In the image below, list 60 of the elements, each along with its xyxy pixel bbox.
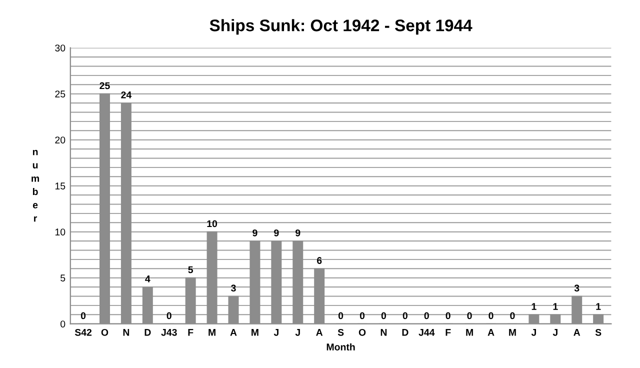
y-tick-label: 10	[55, 228, 66, 236]
x-tick-label: J	[552, 329, 558, 336]
x-axis-title: Month	[326, 343, 355, 350]
y-tick-label: 15	[55, 182, 66, 190]
x-tick-label: D	[402, 329, 408, 336]
x-tick-label: S	[338, 328, 344, 336]
x-tick-label: F	[446, 329, 451, 336]
y-axis-title: number	[32, 150, 39, 222]
data-label: 0	[360, 312, 365, 320]
data-label: 0	[166, 312, 172, 320]
x-tick-label: M	[252, 329, 258, 336]
y-tick-label: 20	[55, 136, 66, 144]
x-tick-label: D	[144, 329, 151, 336]
x-tick-label: J	[295, 329, 300, 336]
data-label: 6	[316, 257, 322, 264]
x-tick-label: J44	[418, 329, 435, 336]
data-label: 0	[446, 312, 450, 320]
x-tick-label: N	[123, 329, 130, 336]
data-label: 9	[274, 229, 279, 236]
data-label: 0	[80, 312, 86, 320]
data-label: 0	[424, 312, 429, 320]
data-label: 25	[100, 82, 110, 90]
x-tick-label: M	[466, 329, 473, 336]
y-tick-label: 0	[60, 320, 66, 328]
y-tick-label: 30	[55, 44, 66, 52]
x-tick-label: A	[488, 329, 494, 336]
x-tick-label: A	[574, 329, 580, 336]
x-tick-label: M	[208, 329, 216, 336]
data-label: 0	[338, 312, 344, 320]
data-label: 3	[574, 284, 580, 292]
data-label: 5	[188, 266, 194, 274]
y-tick-label: 25	[55, 90, 66, 98]
data-label: 0	[488, 312, 494, 320]
data-label: 3	[231, 284, 236, 292]
x-tick-label: O	[101, 328, 108, 336]
data-label: 1	[532, 303, 536, 310]
x-tick-label: J43	[161, 328, 177, 336]
data-label: 24	[121, 91, 132, 98]
data-label: 0	[402, 312, 408, 320]
x-tick-label: F	[188, 329, 194, 336]
data-label: 0	[510, 312, 515, 320]
data-label: 4	[145, 276, 150, 282]
x-tick-label: A	[316, 329, 323, 336]
data-label: 1	[553, 303, 558, 310]
x-tick-label: S	[595, 328, 602, 336]
y-tick-label: 5	[60, 274, 66, 282]
data-label: 0	[381, 312, 386, 320]
x-tick-label: A	[230, 329, 237, 336]
x-tick-label: J	[531, 329, 536, 336]
x-tick-label: J	[274, 329, 278, 336]
data-label: 10	[207, 220, 218, 228]
data-label: 1	[596, 303, 601, 310]
x-tick-label: N	[380, 329, 387, 336]
chart-title: Ships Sunk: Oct 1942 - Sept 1944	[210, 19, 472, 35]
data-label: 0	[467, 312, 472, 320]
data-label: 9	[252, 229, 258, 236]
x-tick-label: M	[509, 329, 516, 336]
x-tick-label: O	[358, 328, 366, 336]
x-tick-label: S42	[74, 328, 92, 336]
data-label: 9	[296, 229, 300, 236]
